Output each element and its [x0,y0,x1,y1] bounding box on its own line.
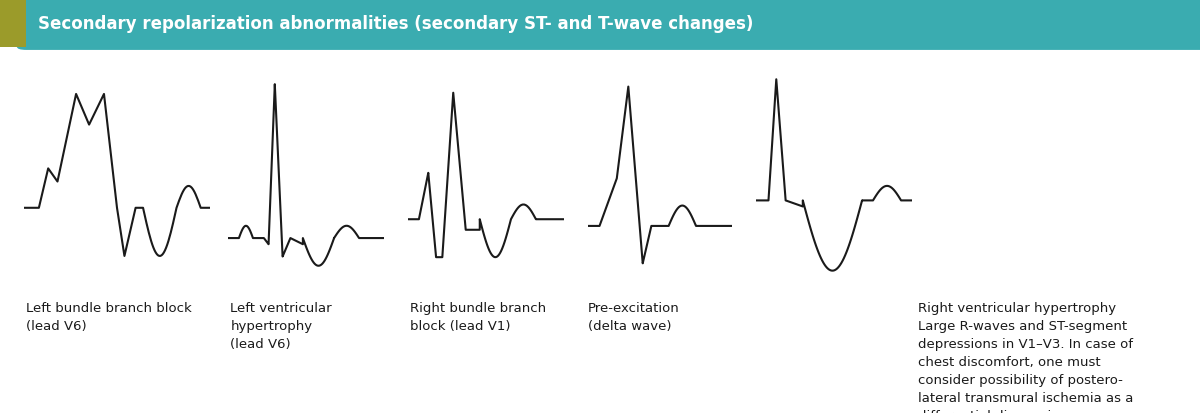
Text: Pre-excitation
(delta wave): Pre-excitation (delta wave) [588,301,679,332]
Text: Secondary repolarization abnormalities (secondary ST- and T-wave changes): Secondary repolarization abnormalities (… [38,15,754,33]
Text: Left ventricular
hypertrophy
(lead V6): Left ventricular hypertrophy (lead V6) [230,301,332,350]
Text: Right bundle branch
block (lead V1): Right bundle branch block (lead V1) [410,301,546,332]
Text: Right ventricular hypertrophy
Large R-waves and ST-segment
depressions in V1–V3.: Right ventricular hypertrophy Large R-wa… [918,301,1133,413]
Text: Left bundle branch block
(lead V6): Left bundle branch block (lead V6) [26,301,192,332]
